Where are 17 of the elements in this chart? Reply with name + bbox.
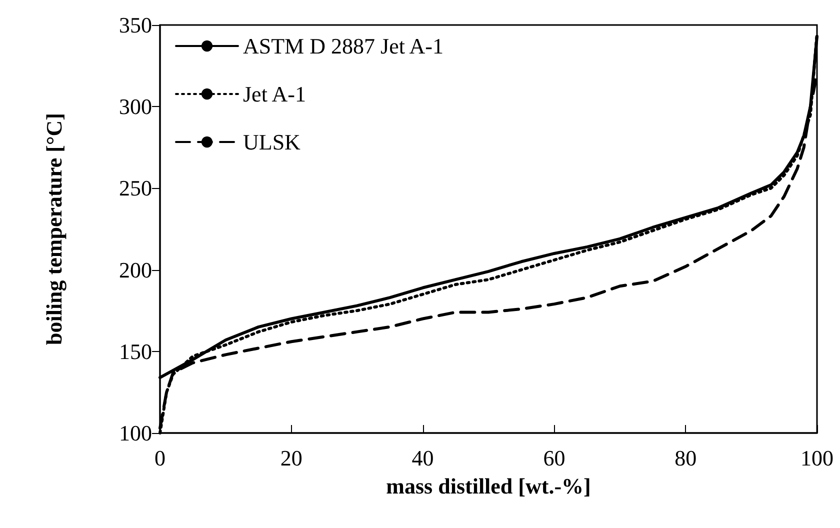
y-tick-label: 350: [119, 12, 152, 38]
x-tick-label: 100: [800, 446, 834, 470]
x-tick-label: 0: [154, 446, 166, 470]
y-tick-label: 300: [119, 94, 152, 120]
legend-label: ASTM D 2887 Jet A-1: [243, 34, 444, 58]
y-tick-label: 100: [119, 420, 152, 446]
x-tick-label: 20: [280, 446, 302, 470]
legend-label: ULSK: [243, 130, 301, 154]
y-tick-label: 150: [119, 338, 152, 364]
x-axis-title: mass distilled [wt.-%]: [386, 474, 591, 498]
x-tick-label: 60: [543, 446, 566, 470]
y-tick-label: 200: [119, 257, 152, 282]
y-axis-title: boiling temperature [°C]: [42, 112, 66, 346]
x-tick-label: 40: [412, 446, 434, 470]
x-tick-label: 80: [674, 446, 697, 470]
y-tick-label: 250: [119, 176, 152, 201]
legend-label: Jet A-1: [243, 82, 306, 106]
